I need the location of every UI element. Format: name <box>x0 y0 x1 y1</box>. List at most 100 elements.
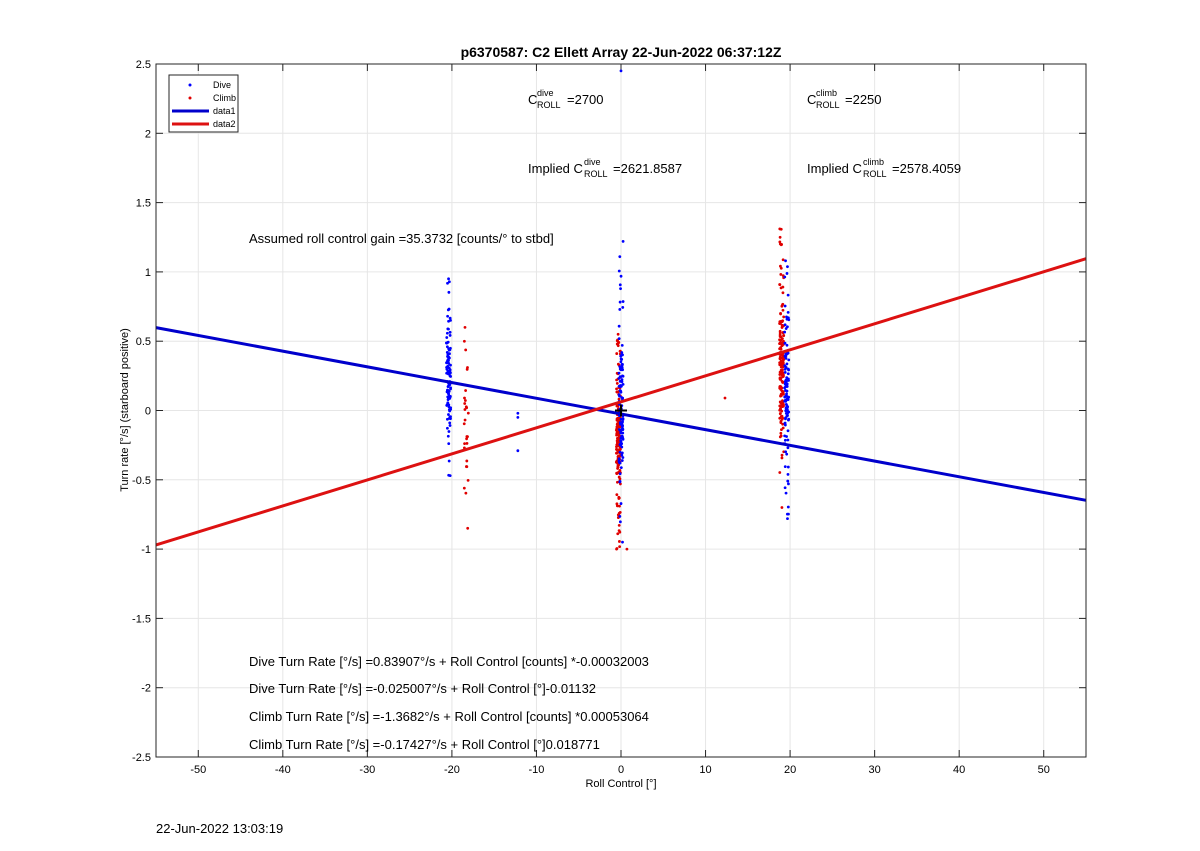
data-point-climb <box>780 428 783 432</box>
x-tick-label: -40 <box>275 764 291 776</box>
data-point-climb <box>779 227 783 231</box>
data-point-dive <box>620 353 623 357</box>
data-point-climb <box>615 451 619 455</box>
data-point-climb <box>780 364 784 368</box>
data-point-climb <box>463 325 467 329</box>
data-point-dive <box>786 479 790 483</box>
data-point-climb <box>618 540 621 543</box>
data-point-dive <box>783 341 787 345</box>
legend-climb-marker <box>188 96 192 100</box>
data-point-dive <box>448 334 452 337</box>
data-point-dive <box>449 363 452 367</box>
data-point-climb <box>781 258 785 262</box>
svg-text:climb: climb <box>816 88 837 98</box>
data-point-dive <box>448 383 452 386</box>
data-point-dive <box>620 459 624 462</box>
data-point-climb <box>780 379 784 383</box>
axes-box <box>155 63 1087 758</box>
data-point-dive <box>618 520 622 524</box>
data-point-dive <box>446 353 450 356</box>
data-point-climb <box>618 511 622 514</box>
data-point-dive <box>617 457 621 461</box>
data-point-climb <box>615 493 619 497</box>
data-point-dive <box>619 360 623 364</box>
data-point-dive <box>448 374 452 378</box>
data-point-dive <box>516 411 520 415</box>
data-point-dive <box>783 330 787 334</box>
data-point-climb <box>466 526 470 530</box>
data-point-climb <box>466 411 470 415</box>
data-point-dive <box>447 473 451 477</box>
data-point-climb <box>778 435 782 439</box>
legend-dive-marker <box>188 83 192 87</box>
data-point-climb <box>782 339 785 343</box>
data-point-dive <box>516 416 520 419</box>
data-point-dive <box>785 512 789 516</box>
data-point-climb <box>465 465 468 468</box>
fit-line-data2 <box>155 257 1087 547</box>
data-point-climb <box>779 243 783 247</box>
data-point-dive <box>516 449 520 453</box>
data-point-climb <box>616 465 620 469</box>
data-point-climb <box>780 344 784 348</box>
data-point-climb <box>462 339 466 343</box>
data-point-climb <box>778 355 782 359</box>
x-tick-label: 10 <box>699 764 711 776</box>
data-point-climb <box>780 453 784 457</box>
data-point-climb <box>618 477 622 481</box>
data-point-climb <box>615 471 619 475</box>
y-tick-label: 2.5 <box>136 59 151 71</box>
data-point-climb <box>618 468 622 472</box>
data-point-dive <box>448 421 452 425</box>
data-point-dive <box>619 466 623 469</box>
data-point-climb <box>781 308 785 312</box>
data-point-dive <box>618 283 622 287</box>
data-point-dive <box>784 378 788 382</box>
data-point-climb <box>464 348 468 352</box>
data-point-dive <box>618 450 622 454</box>
data-point-dive <box>618 472 622 476</box>
data-point-dive <box>787 358 791 362</box>
data-point-dive <box>618 367 622 371</box>
data-point-dive <box>617 460 621 464</box>
data-point-climb <box>616 344 620 348</box>
data-point-dive <box>445 417 449 421</box>
data-point-dive <box>786 446 790 450</box>
implied-climb-annotation: Implied C climb ROLL =2578.4059 <box>807 157 961 179</box>
data-point-dive <box>783 367 787 371</box>
data-point-dive <box>446 434 450 438</box>
data-point-dive <box>447 430 451 433</box>
data-point-dive <box>446 370 450 374</box>
data-point-climb <box>778 370 782 374</box>
data-point-dive <box>785 362 789 366</box>
data-point-climb <box>616 532 620 536</box>
data-point-dive <box>448 368 452 372</box>
svg-text:ROLL: ROLL <box>537 100 561 110</box>
data-point-dive <box>784 491 788 495</box>
svg-text:ROLL: ROLL <box>584 169 608 179</box>
data-point-climb <box>778 412 782 416</box>
svg-text:C: C <box>807 92 816 107</box>
data-point-dive <box>621 456 625 459</box>
data-point-dive <box>786 473 790 476</box>
y-tick-label: 2 <box>145 128 151 140</box>
legend: Dive Climb data1 data2 <box>168 74 239 133</box>
data-point-dive <box>618 384 622 388</box>
data-point-climb <box>617 523 621 527</box>
data-point-dive <box>786 505 790 509</box>
data-point-climb <box>779 359 783 363</box>
data-point-dive <box>620 380 624 384</box>
data-point-climb <box>779 392 783 396</box>
data-point-climb <box>778 235 782 239</box>
data-point-dive <box>446 385 450 389</box>
data-point-dive <box>620 363 624 367</box>
data-point-dive <box>621 437 625 440</box>
data-point-climb <box>464 491 468 495</box>
data-point-dive <box>621 417 625 420</box>
data-point-dive <box>619 502 623 505</box>
chart-title: p6370587: C2 Ellett Array 22-Jun-2022 06… <box>461 44 782 60</box>
climb-equation-degrees: Climb Turn Rate [°/s] =-0.17427°/s + Rol… <box>249 737 600 752</box>
y-tick-label: -2.5 <box>132 752 151 764</box>
data-point-climb <box>781 426 785 430</box>
y-tick-label: 1 <box>145 267 151 279</box>
